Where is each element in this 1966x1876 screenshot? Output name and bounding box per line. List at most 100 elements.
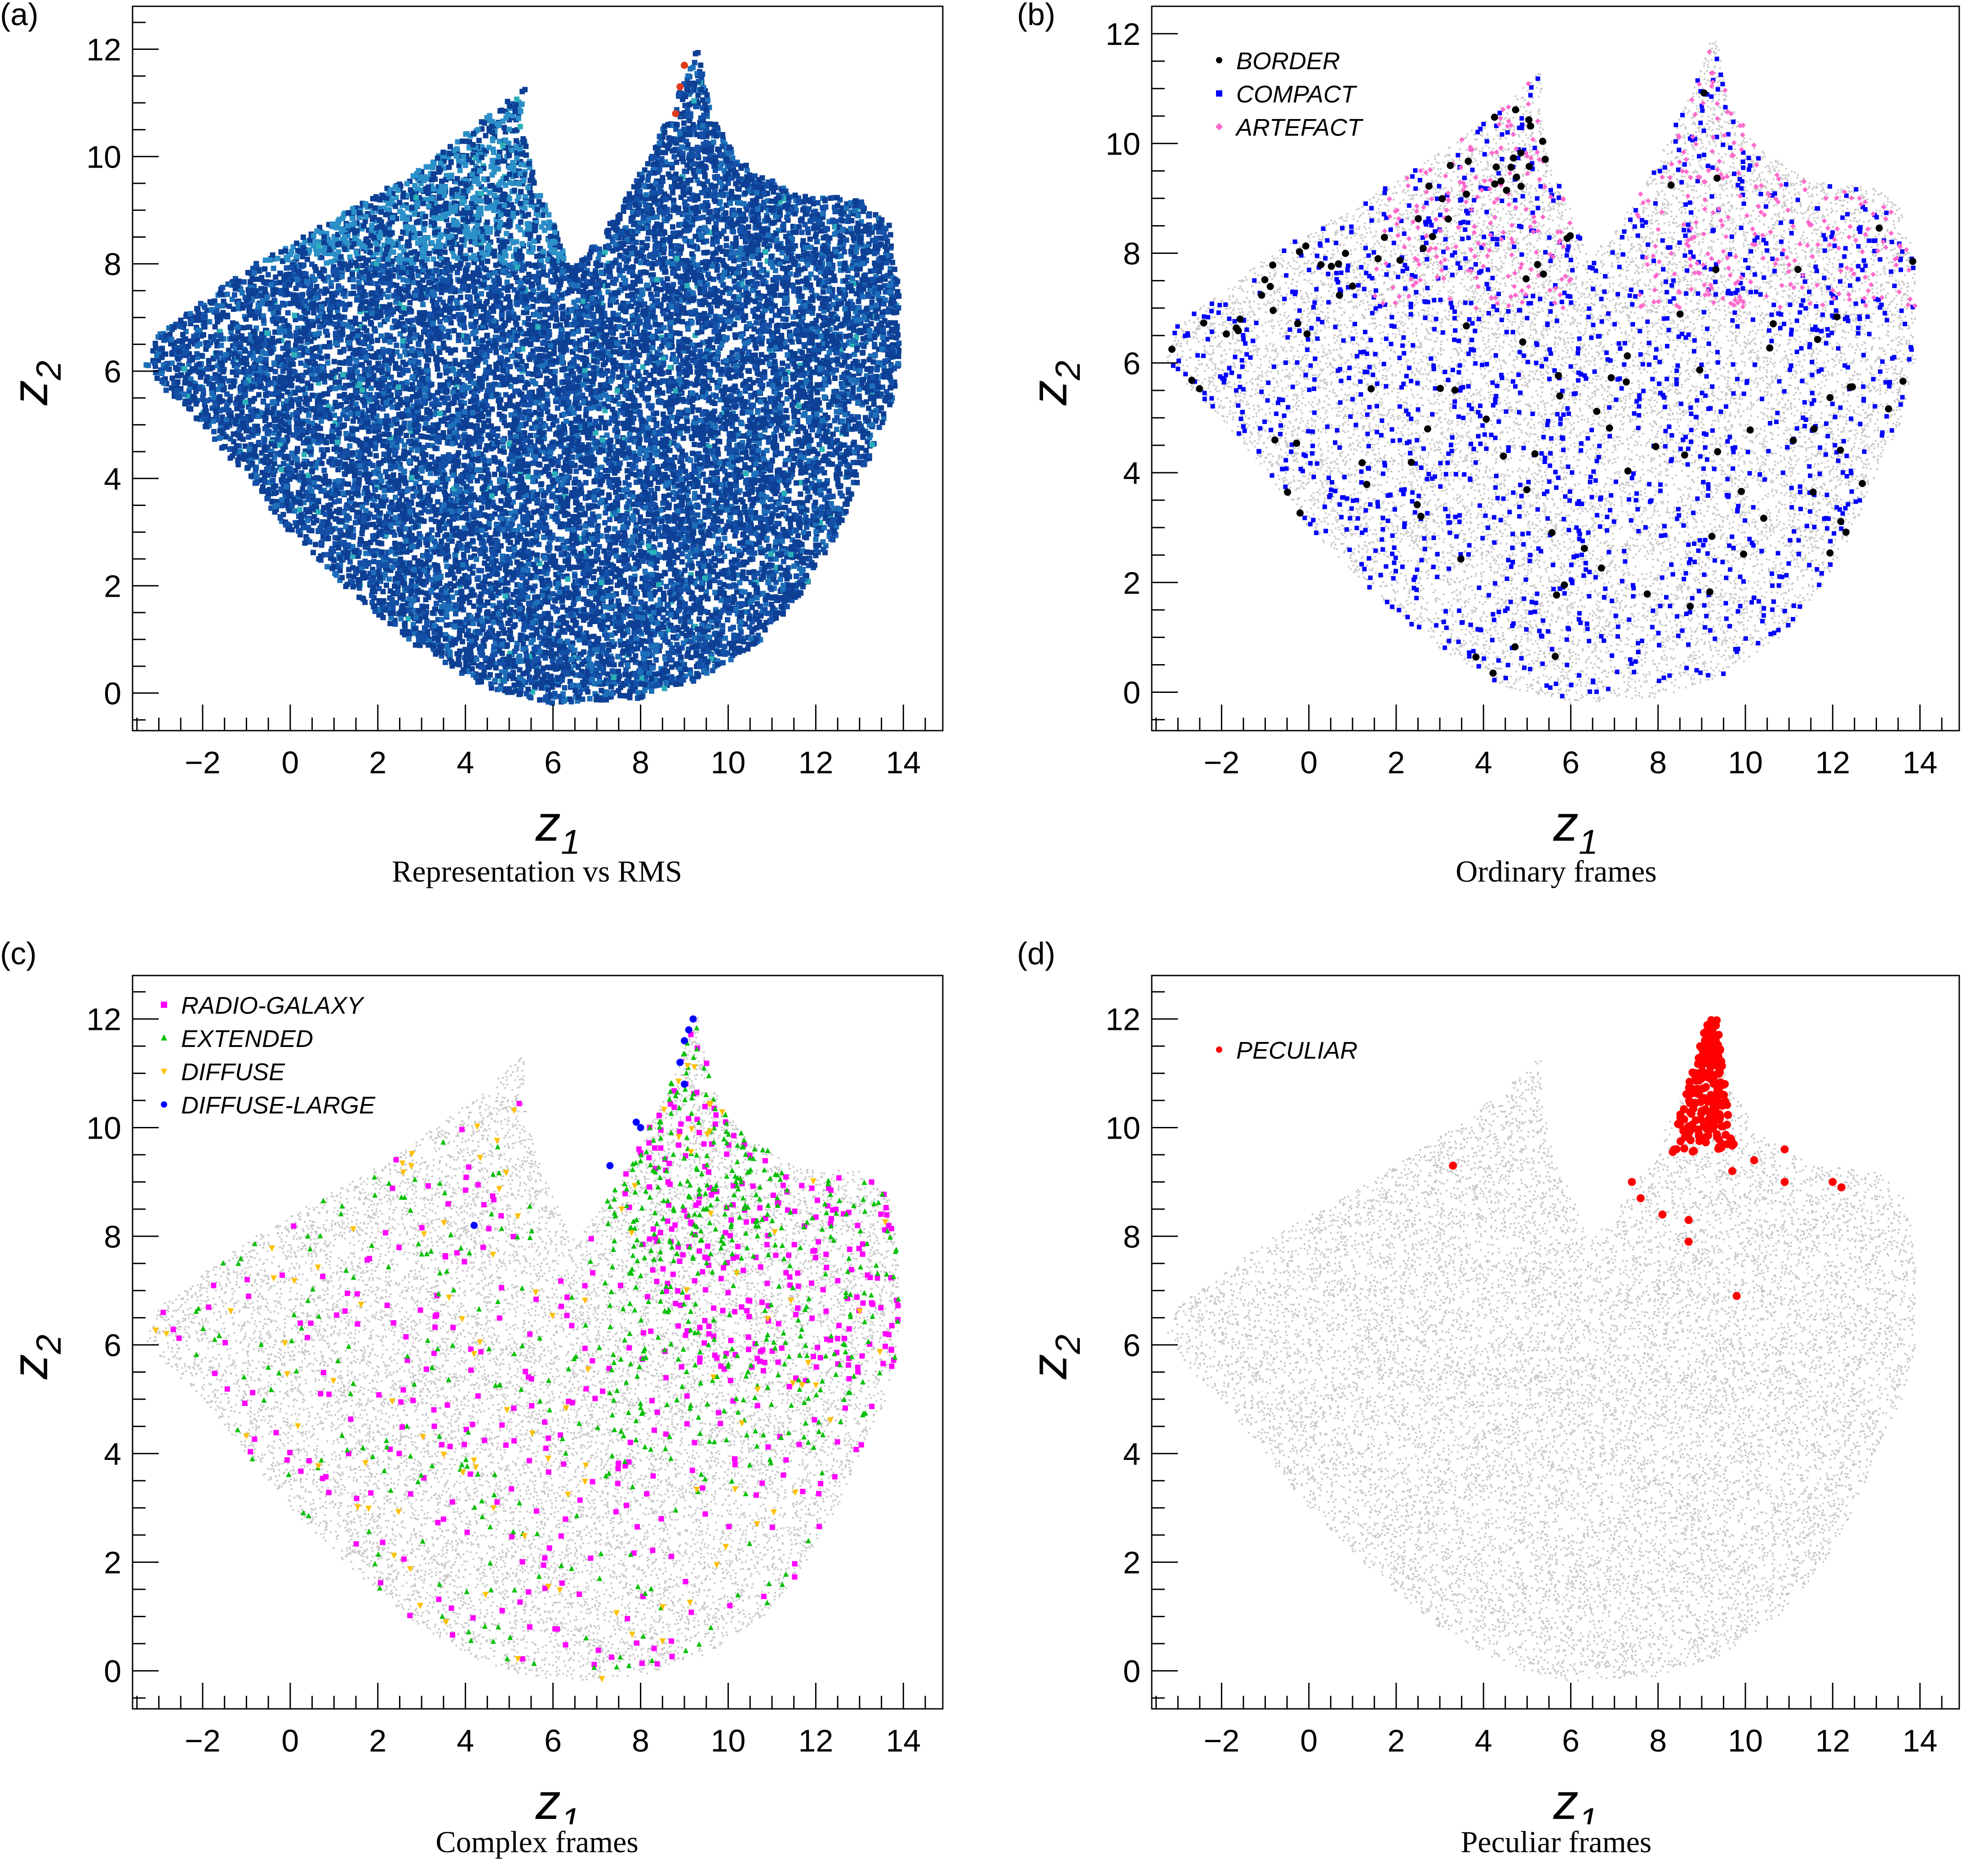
data-point xyxy=(334,290,340,296)
data-point xyxy=(558,454,563,460)
data-point xyxy=(638,514,643,520)
data-point xyxy=(777,405,783,411)
data-point xyxy=(888,320,893,325)
data-point xyxy=(687,196,692,202)
data-point xyxy=(625,331,630,336)
points-layer xyxy=(143,50,901,705)
data-point xyxy=(720,660,726,665)
data-point xyxy=(562,685,567,691)
data-point xyxy=(645,386,651,391)
data-point xyxy=(308,386,313,391)
data-point xyxy=(391,472,396,478)
data-point xyxy=(404,433,409,438)
data-point xyxy=(681,120,687,126)
data-point xyxy=(645,161,651,166)
data-point xyxy=(697,349,703,354)
data-point xyxy=(537,697,542,703)
panel-a: (a) −2 0 2 4 6 8 10 12 14 0 2 4 6 8 10 12 z1 z2 Represent… xyxy=(0,0,983,899)
data-point xyxy=(662,686,667,691)
data-point xyxy=(712,590,718,595)
data-point xyxy=(861,336,866,341)
data-point xyxy=(287,477,293,482)
data-point xyxy=(654,452,660,457)
data-point xyxy=(298,360,304,366)
data-point xyxy=(723,210,728,216)
data-point xyxy=(839,301,844,306)
data-point xyxy=(674,160,679,165)
data-point xyxy=(612,526,617,532)
data-point xyxy=(692,491,697,496)
data-point xyxy=(730,350,735,355)
data-point xyxy=(866,357,872,362)
data-point xyxy=(832,376,838,381)
data-point xyxy=(343,524,349,529)
data-point xyxy=(872,341,877,347)
data-point xyxy=(795,533,801,538)
data-point xyxy=(744,455,749,460)
data-point xyxy=(757,262,763,267)
data-point xyxy=(536,235,541,240)
data-point xyxy=(406,450,412,456)
data-point xyxy=(647,524,652,529)
data-point xyxy=(405,368,411,373)
data-point xyxy=(854,245,860,250)
data-point xyxy=(530,304,536,309)
data-point xyxy=(681,435,686,441)
data-point xyxy=(240,437,246,442)
data-point xyxy=(384,583,389,588)
data-point xyxy=(385,474,390,479)
data-point xyxy=(637,451,643,456)
data-point xyxy=(871,401,877,407)
data-point xyxy=(429,528,435,533)
data-point xyxy=(501,420,507,426)
data-point xyxy=(778,451,784,456)
data-point xyxy=(581,275,586,280)
data-point xyxy=(543,307,548,312)
data-point xyxy=(763,601,768,607)
data-point xyxy=(425,443,430,448)
data-point xyxy=(495,426,501,431)
data-point xyxy=(692,442,697,447)
data-point xyxy=(409,519,414,524)
data-point xyxy=(484,333,490,338)
data-point xyxy=(519,241,525,247)
data-point xyxy=(485,259,490,264)
data-point xyxy=(305,257,310,262)
data-point xyxy=(431,257,436,262)
data-point xyxy=(866,293,871,299)
data-point xyxy=(604,432,609,438)
data-point xyxy=(421,267,426,273)
data-point xyxy=(692,60,697,65)
data-point xyxy=(511,683,517,688)
data-point xyxy=(455,139,461,145)
data-point xyxy=(769,318,774,324)
data-point xyxy=(880,420,885,425)
data-point xyxy=(679,654,684,660)
data-point xyxy=(566,595,571,600)
data-point xyxy=(742,465,748,470)
data-point xyxy=(386,288,391,293)
data-point xyxy=(475,478,480,483)
data-point xyxy=(856,299,861,304)
data-point xyxy=(413,293,418,298)
data-point xyxy=(754,320,759,325)
data-point xyxy=(452,328,457,333)
data-point xyxy=(525,469,531,474)
data-point xyxy=(690,404,695,410)
data-point xyxy=(436,336,442,341)
data-point xyxy=(499,472,504,477)
data-point xyxy=(813,234,818,239)
data-point xyxy=(370,196,376,201)
data-point xyxy=(530,372,535,377)
data-point xyxy=(577,626,583,631)
data-point xyxy=(842,249,847,254)
data-point xyxy=(795,279,800,285)
data-point xyxy=(723,635,728,641)
data-point xyxy=(759,352,764,357)
data-point xyxy=(241,279,247,284)
data-point xyxy=(709,470,715,476)
data-point xyxy=(695,512,701,518)
data-point xyxy=(653,423,659,428)
data-point xyxy=(761,574,766,580)
